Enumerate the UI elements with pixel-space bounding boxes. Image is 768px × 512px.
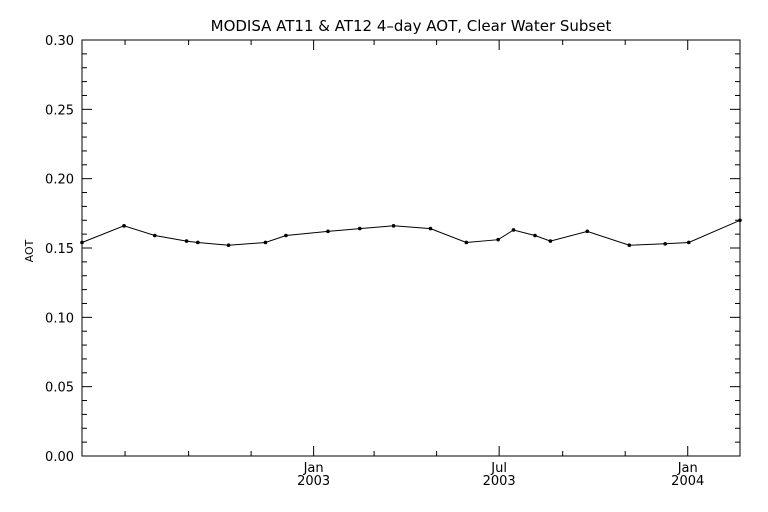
data-point — [122, 224, 126, 228]
data-point — [80, 240, 84, 245]
x-tick-label: Jan — [303, 461, 324, 476]
data-point — [738, 218, 742, 223]
data-point — [196, 240, 200, 245]
data-point — [263, 240, 268, 245]
y-tick-label: 0.05 — [45, 381, 74, 396]
data-point — [511, 228, 516, 232]
series-layer — [80, 218, 742, 248]
data-point — [428, 226, 433, 231]
data-point — [152, 233, 157, 238]
data-point — [548, 239, 553, 243]
data-point — [585, 229, 590, 234]
data-point — [391, 224, 396, 228]
series-line — [81, 219, 741, 246]
data-point — [464, 240, 469, 245]
data-point — [226, 243, 231, 248]
x-tick-year-label: 2003 — [483, 474, 516, 489]
x-tick-year-label: 2003 — [297, 474, 330, 489]
data-point — [357, 226, 362, 231]
x-tick-label: Jul — [490, 461, 507, 476]
y-tick-label: 0.00 — [45, 450, 74, 465]
chart-title: MODISA AT11 & AT12 4–day AOT, Clear Wate… — [211, 17, 612, 35]
data-point — [284, 233, 288, 238]
x-tick-year-label: 2004 — [671, 474, 704, 489]
data-point — [184, 239, 189, 243]
plot-frame — [81, 39, 741, 457]
data-point — [663, 242, 667, 246]
data-point — [496, 237, 500, 242]
data-point — [326, 229, 330, 234]
y-axis-label: AOT — [23, 239, 36, 262]
data-point — [533, 233, 537, 238]
x-tick-label: Jan — [677, 461, 698, 476]
y-tick-label: 0.15 — [45, 242, 74, 257]
y-tick-label: 0.10 — [45, 311, 74, 326]
data-point — [686, 240, 691, 245]
data-point — [627, 243, 632, 248]
y-axis-ticks: 0.00 0.05 0.10 0.15 0.20 0.25 0.30 — [45, 34, 740, 465]
y-tick-label: 0.20 — [45, 173, 74, 188]
y-tick-label: 0.30 — [45, 34, 74, 49]
y-tick-label: 0.25 — [45, 103, 74, 118]
